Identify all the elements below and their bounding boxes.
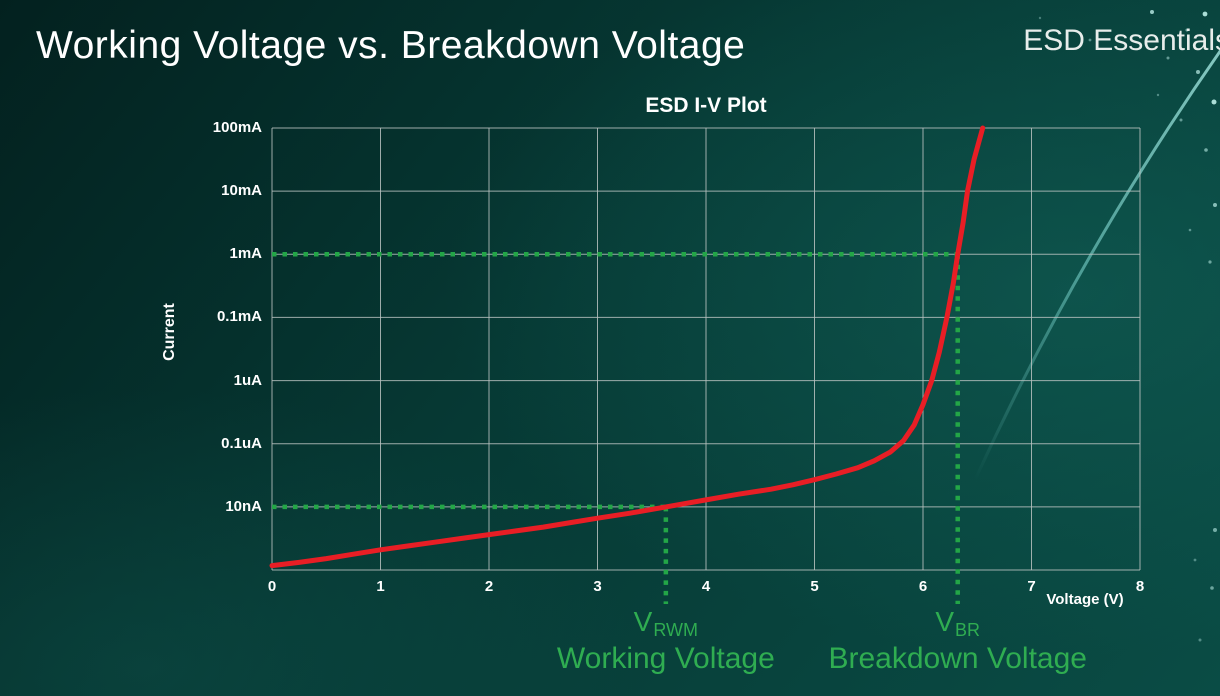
x-tick-label: 0 [267, 578, 277, 595]
y-tick-label: 100mA [212, 119, 262, 136]
vrwm-symbol: VRWM [633, 606, 699, 640]
x-tick-label: 5 [810, 578, 819, 595]
star-dots-decoration [1038, 10, 1217, 642]
vbr-symbol: VBR [935, 606, 981, 640]
page-title: Working Voltage vs. Breakdown Voltage [36, 24, 746, 67]
x-tick-label: 2 [484, 578, 494, 595]
y-tick-label: 10nA [225, 497, 262, 515]
vrwm-caption: Working Voltage [556, 642, 775, 675]
vbr-annotation: VBR Breakdown Voltage [828, 606, 1087, 677]
swoosh-curve-decoration [973, 48, 1220, 481]
x-tick-label: 8 [1135, 578, 1145, 595]
y-tick-label: 10mA [221, 182, 262, 200]
x-tick-label: 4 [701, 578, 711, 595]
y-tick-label: 0.1uA [221, 434, 262, 452]
y-tick-label: 0.1mA [216, 308, 262, 326]
brand-label: ESD Essentials [1023, 24, 1220, 57]
x-tick-label: 3 [593, 578, 602, 595]
iv-curve [269, 125, 986, 569]
x-tick-label: 6 [918, 578, 928, 595]
vbr-subscript: BR [955, 620, 981, 640]
vrwm-subscript: RWM [653, 620, 699, 640]
y-axis-label: Current [161, 303, 178, 361]
y-tick-label: 1uA [233, 371, 262, 389]
vbr-caption: Breakdown Voltage [828, 642, 1087, 675]
vrwm-annotation: VRWM Working Voltage [557, 606, 775, 677]
x-tick-label: 1 [376, 578, 385, 595]
y-tick-label: 1mA [229, 245, 262, 263]
x-tick-label: 7 [1027, 578, 1036, 595]
x-axis-label: Voltage (V) [1046, 591, 1124, 608]
chart-title: ESD I-V Plot [645, 94, 767, 117]
